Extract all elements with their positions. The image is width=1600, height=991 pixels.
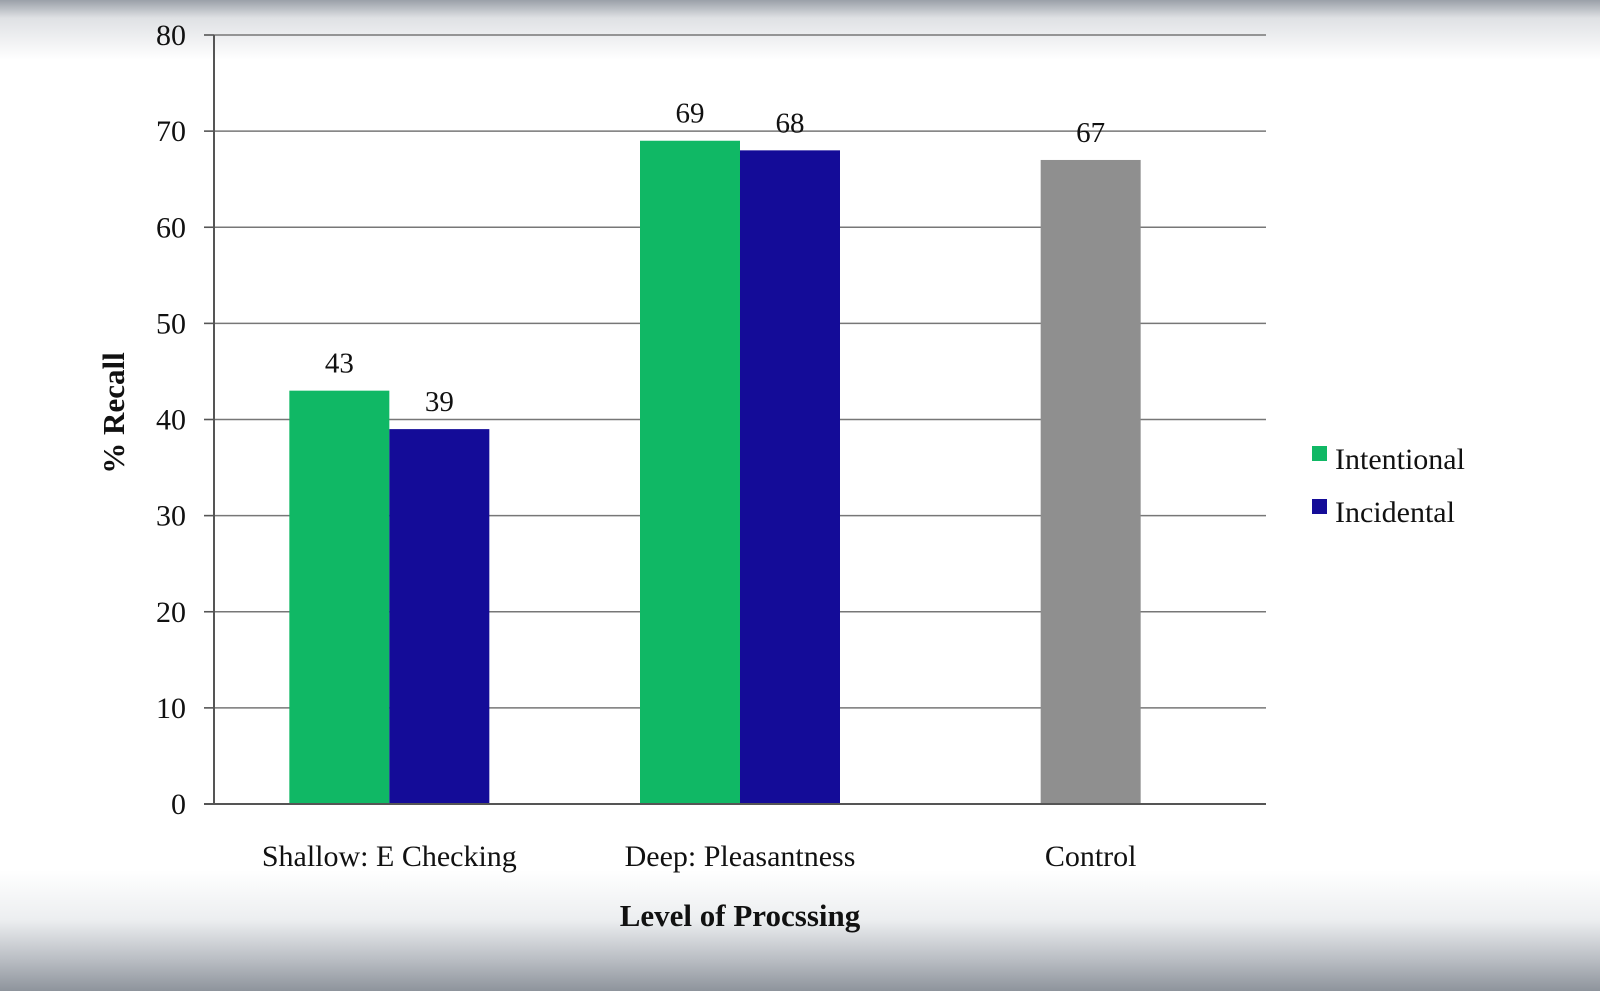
y-tick-label: 0 (171, 788, 186, 821)
y-tick-label: 80 (156, 19, 186, 52)
data-labels: 43 39 69 68 67 (325, 98, 1105, 418)
x-category-label: Shallow: E Checking (262, 840, 517, 873)
bar-incidental (389, 429, 490, 804)
legend-swatch-intentional (1312, 446, 1327, 461)
bars (289, 140, 1141, 805)
y-tick-label: 30 (156, 500, 186, 533)
data-label: 69 (676, 98, 705, 130)
y-axis-ticks: 0 10 20 30 40 50 60 70 80 (156, 19, 214, 821)
bar-intentional (289, 390, 390, 804)
y-tick-label: 10 (156, 692, 186, 725)
legend-swatch-incidental (1312, 499, 1327, 514)
bar-incidental (740, 150, 840, 805)
data-label: 68 (776, 107, 805, 139)
y-tick-label: 60 (156, 211, 186, 244)
bar-intentional (640, 140, 740, 805)
y-tick-label: 20 (156, 596, 186, 629)
data-label: 67 (1076, 117, 1105, 149)
x-axis-title: Level of Procssing (620, 898, 861, 933)
y-tick-label: 40 (156, 404, 186, 437)
legend-label-incidental: Incidental (1335, 496, 1455, 529)
y-tick-label: 70 (156, 115, 186, 148)
data-label: 43 (325, 348, 354, 380)
data-label: 39 (425, 386, 454, 418)
bar-control (1040, 159, 1141, 804)
y-axis-title: % Recall (96, 352, 131, 474)
x-category-label: Deep: Pleasantness (625, 840, 856, 873)
legend: Intentional Incidental (1312, 443, 1465, 529)
x-category-label: Control (1045, 840, 1137, 873)
y-tick-label: 50 (156, 307, 186, 340)
x-axis-categories: Shallow: E Checking Deep: Pleasantness Con… (262, 840, 1137, 873)
legend-label-intentional: Intentional (1335, 443, 1465, 476)
